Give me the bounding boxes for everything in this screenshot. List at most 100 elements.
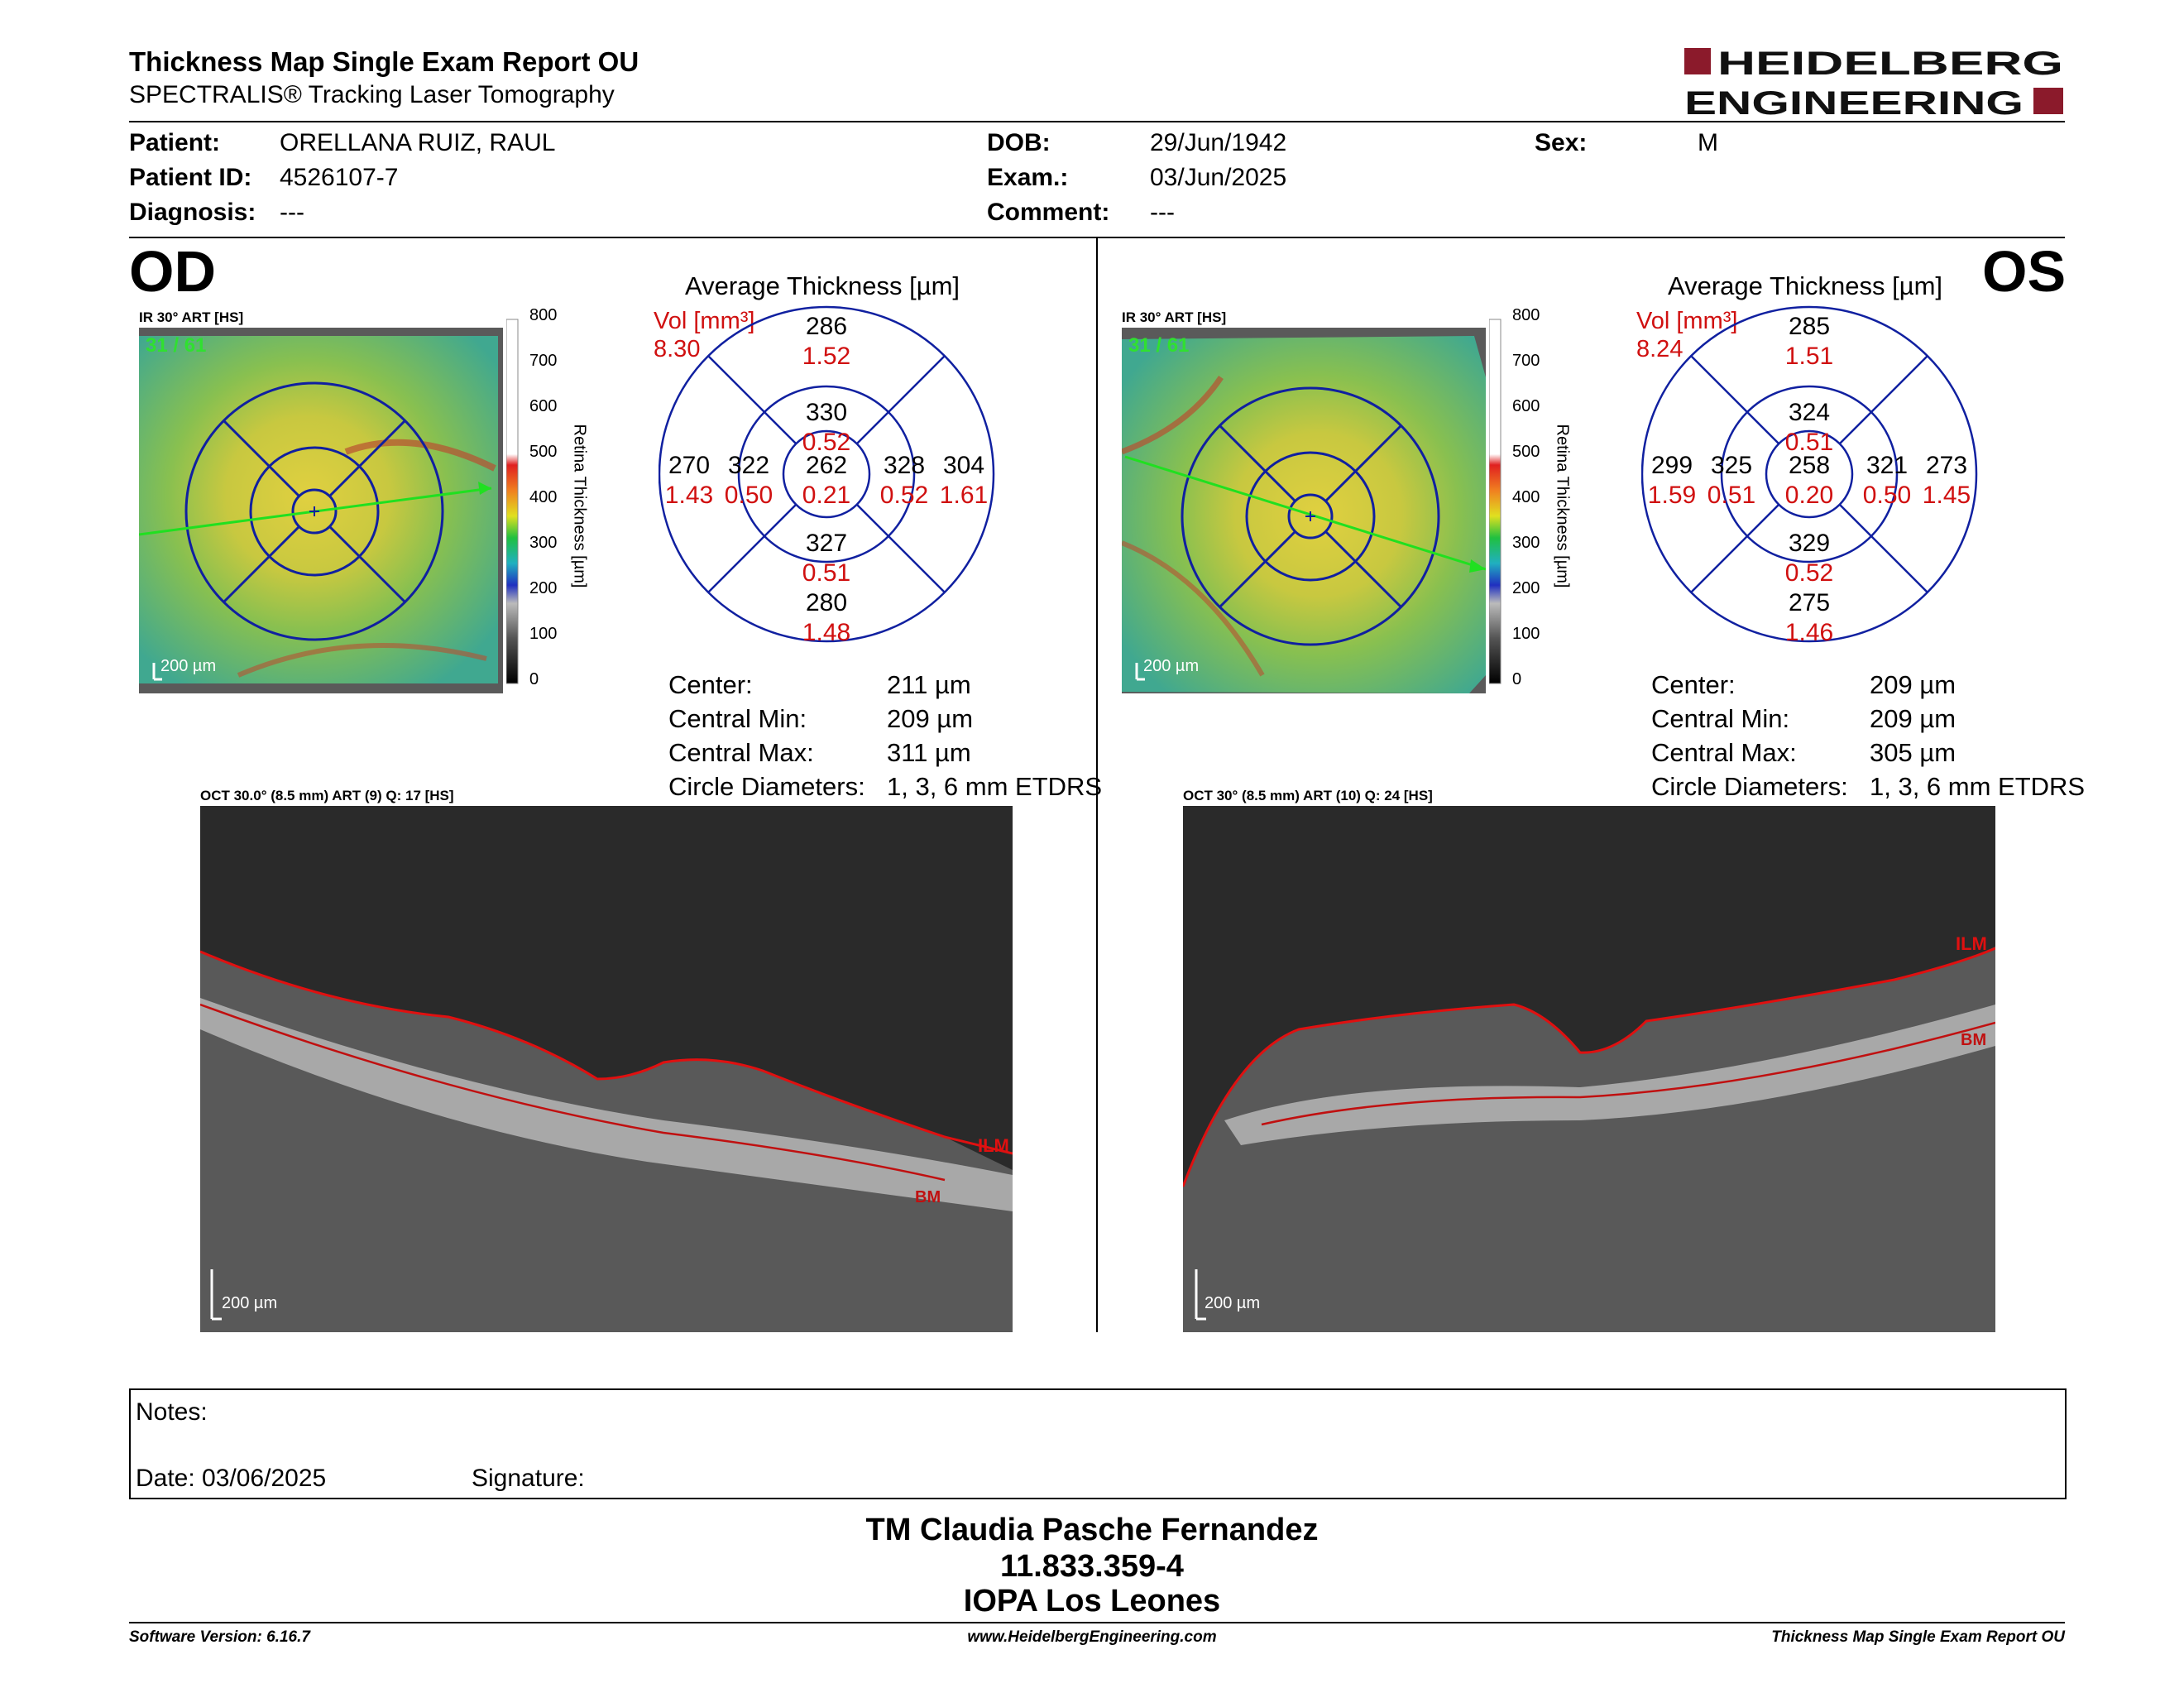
- report-title: Thickness Map Single Exam Report OU: [129, 46, 639, 77]
- od-inner-superior-vol: 0.52: [802, 429, 851, 456]
- os-bm-label: BM: [1961, 1031, 1987, 1049]
- os-inner-temporal: 321: [1866, 452, 1909, 479]
- od-bm-label: BM: [915, 1188, 941, 1206]
- colorbar-tick: 400: [1512, 488, 1540, 506]
- colorbar-tick: 400: [529, 488, 558, 506]
- comment-value: ---: [1150, 199, 1175, 226]
- os-vol-label: Vol [mm³]: [1636, 308, 1738, 334]
- os-center-value: 209 µm: [1870, 670, 1956, 699]
- os-outer-inferior-vol: 1.46: [1784, 619, 1834, 646]
- colorbar-tick: 200: [529, 579, 558, 597]
- os-ir-label: IR 30° ART [HS]: [1122, 309, 1227, 325]
- od-circle-diam-label: Circle Diameters:: [668, 772, 865, 801]
- od-vol-value: 8.30: [654, 336, 701, 362]
- footer-report-name: Thickness Map Single Exam Report OU: [1771, 1628, 2065, 1646]
- od-outer-inferior: 280: [805, 589, 848, 616]
- colorbar-tick: 600: [1512, 397, 1540, 415]
- os-oct-label: OCT 30° (8.5 mm) ART (10) Q: 24 [HS]: [1183, 788, 1433, 803]
- od-inner-inferior: 327: [805, 530, 848, 557]
- od-outer-superior-vol: 1.52: [802, 343, 851, 370]
- patient-id-label: Patient ID:: [129, 164, 252, 191]
- os-outer-nasal-vol: 1.59: [1647, 482, 1697, 509]
- sex-value: M: [1698, 129, 1718, 156]
- od-center-value: 211 µm: [887, 670, 971, 699]
- od-inner-temporal-vol: 0.50: [724, 482, 774, 509]
- os-avg-title: Average Thickness [µm]: [1668, 271, 1943, 300]
- od-circle-diam-value: 1, 3, 6 mm ETDRS: [887, 772, 1103, 801]
- patient-id: 4526107-7: [280, 164, 399, 191]
- sex-label: Sex:: [1535, 129, 1588, 156]
- os-inner-inferior-vol: 0.52: [1784, 559, 1834, 587]
- colorbar-tick: 100: [529, 625, 558, 643]
- od-inner-nasal-vol: 0.52: [879, 482, 929, 509]
- os-center-label: Center:: [1651, 670, 1736, 699]
- dob-label: DOB:: [987, 129, 1051, 156]
- od-oct-scale: 200 µm: [222, 1294, 278, 1312]
- od-outer-temporal-vol: 1.43: [664, 482, 714, 509]
- os-scan-count: 31 / 61: [1128, 334, 1190, 357]
- os-outer-nasal: 299: [1650, 452, 1693, 479]
- colorbar-tick: 500: [1512, 443, 1540, 461]
- od-colorbar-ticks: 800 700 600 500 400 300 200 100 0: [529, 306, 563, 695]
- os-circle-diam-value: 1, 3, 6 mm ETDRS: [1870, 772, 2086, 801]
- od-inner-temporal: 322: [727, 452, 770, 479]
- os-ilm-label: ILM: [1956, 933, 1987, 954]
- os-outer-temporal-vol: 1.45: [1922, 482, 1971, 509]
- footer-url[interactable]: www.HeidelbergEngineering.com: [967, 1628, 1217, 1646]
- od-vol-label: Vol [mm³]: [654, 308, 755, 334]
- os-inner-superior-vol: 0.51: [1784, 429, 1834, 456]
- os-etdrs-grid: [1640, 305, 1980, 644]
- os-inner-inferior: 329: [1788, 530, 1831, 557]
- exam-value: 03/Jun/2025: [1150, 164, 1287, 191]
- os-ir-thickness-map: [1120, 328, 1487, 693]
- software-version: Software Version: 6.16.7: [129, 1628, 310, 1646]
- date-label: Date: 03/06/2025: [136, 1465, 327, 1492]
- od-center-label: Center:: [668, 670, 753, 699]
- od-oct-label: OCT 30.0° (8.5 mm) ART (9) Q: 17 [HS]: [200, 788, 454, 803]
- od-ir-label: IR 30° ART [HS]: [139, 309, 244, 325]
- patient-name: ORELLANA RUIZ, RAUL: [280, 129, 556, 156]
- od-etdrs-grid: [658, 305, 998, 644]
- signature-label: Signature:: [472, 1465, 585, 1492]
- colorbar-tick: 800: [529, 306, 558, 324]
- svg-text:ENGINEERING: ENGINEERING: [1684, 85, 2024, 119]
- od-outer-nasal-vol: 1.61: [939, 482, 989, 509]
- os-outer-superior: 285: [1788, 313, 1831, 340]
- od-central-max-value: 311 µm: [887, 738, 971, 767]
- od-outer-nasal: 304: [942, 452, 985, 479]
- od-outer-inferior-vol: 1.48: [802, 619, 851, 646]
- os-ir-scale: 200 µm: [1143, 657, 1200, 675]
- od-center-vol: 0.21: [802, 482, 851, 509]
- os-central-min-label: Central Min:: [1651, 704, 1790, 733]
- colorbar-tick: 700: [1512, 352, 1540, 370]
- od-eye-label: OD: [129, 239, 216, 304]
- os-inner-nasal-vol: 0.51: [1707, 482, 1756, 509]
- colorbar-tick: 0: [529, 670, 539, 688]
- clinician-rut: 11.833.359-4: [1000, 1549, 1184, 1584]
- os-outer-inferior: 275: [1788, 589, 1831, 616]
- os-colorbar-label: Retina Thickness [µm]: [1553, 424, 1572, 588]
- os-outer-temporal: 273: [1925, 452, 1968, 479]
- os-thickness-colorbar: [1488, 318, 1564, 692]
- colorbar-tick: 300: [1512, 534, 1540, 552]
- colorbar-tick: 300: [529, 534, 558, 552]
- od-center: 262: [805, 452, 848, 479]
- report-subtitle: SPECTRALIS® Tracking Laser Tomography: [129, 81, 615, 108]
- heidelberg-logo: HEIDELBERG ENGINEERING: [1684, 43, 2065, 122]
- notes-box: [129, 1388, 2067, 1499]
- od-outer-superior: 286: [805, 313, 848, 340]
- od-avg-title: Average Thickness [µm]: [685, 271, 960, 300]
- od-central-max-label: Central Max:: [668, 738, 814, 767]
- os-oct-scale: 200 µm: [1205, 1294, 1261, 1312]
- os-vol-value: 8.24: [1636, 336, 1684, 362]
- comment-label: Comment:: [987, 199, 1110, 226]
- colorbar-tick: 500: [529, 443, 558, 461]
- exam-label: Exam.:: [987, 164, 1069, 191]
- os-inner-temporal-vol: 0.50: [1862, 482, 1912, 509]
- od-ilm-label: ILM: [978, 1135, 1009, 1156]
- os-central-max-label: Central Max:: [1651, 738, 1797, 767]
- od-central-min-label: Central Min:: [668, 704, 807, 733]
- colorbar-tick: 600: [529, 397, 558, 415]
- od-ir-scale: 200 µm: [160, 657, 217, 675]
- colorbar-tick: 0: [1512, 670, 1522, 688]
